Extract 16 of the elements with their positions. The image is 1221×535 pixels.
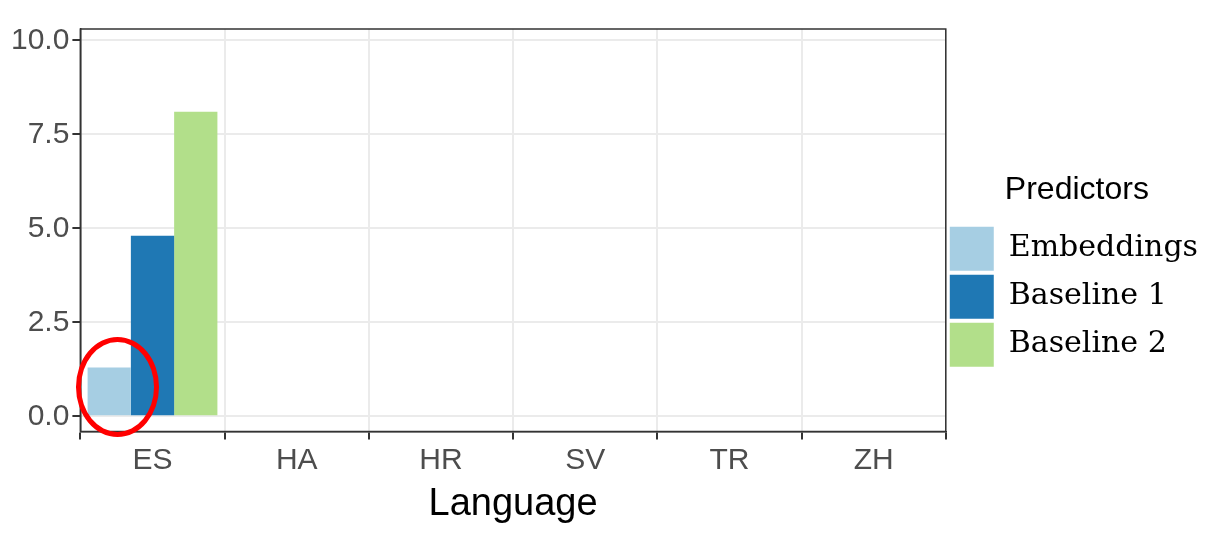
legend-label: Baseline 2 (1008, 324, 1167, 360)
x-tick-label: TR (709, 441, 750, 475)
legend-title: Predictors (1004, 170, 1149, 207)
x-tick-label: ES (132, 441, 173, 475)
x-axis-title: Language (428, 480, 598, 523)
y-tick-label: 2.5 (27, 303, 70, 337)
x-tick-label: HR (419, 441, 463, 475)
y-tick-label: 5.0 (27, 209, 70, 243)
legend-label: Baseline 1 (1008, 276, 1167, 312)
legend-label: Embeddings (1008, 228, 1199, 264)
x-tick-label: ZH (853, 441, 894, 475)
y-tick-label: 10.0 (11, 21, 70, 55)
x-tick-label: SV (565, 441, 606, 475)
y-tick-label: 7.5 (27, 115, 70, 149)
y-tick-label: 0.0 (27, 397, 70, 431)
x-tick-label: HA (275, 441, 318, 475)
